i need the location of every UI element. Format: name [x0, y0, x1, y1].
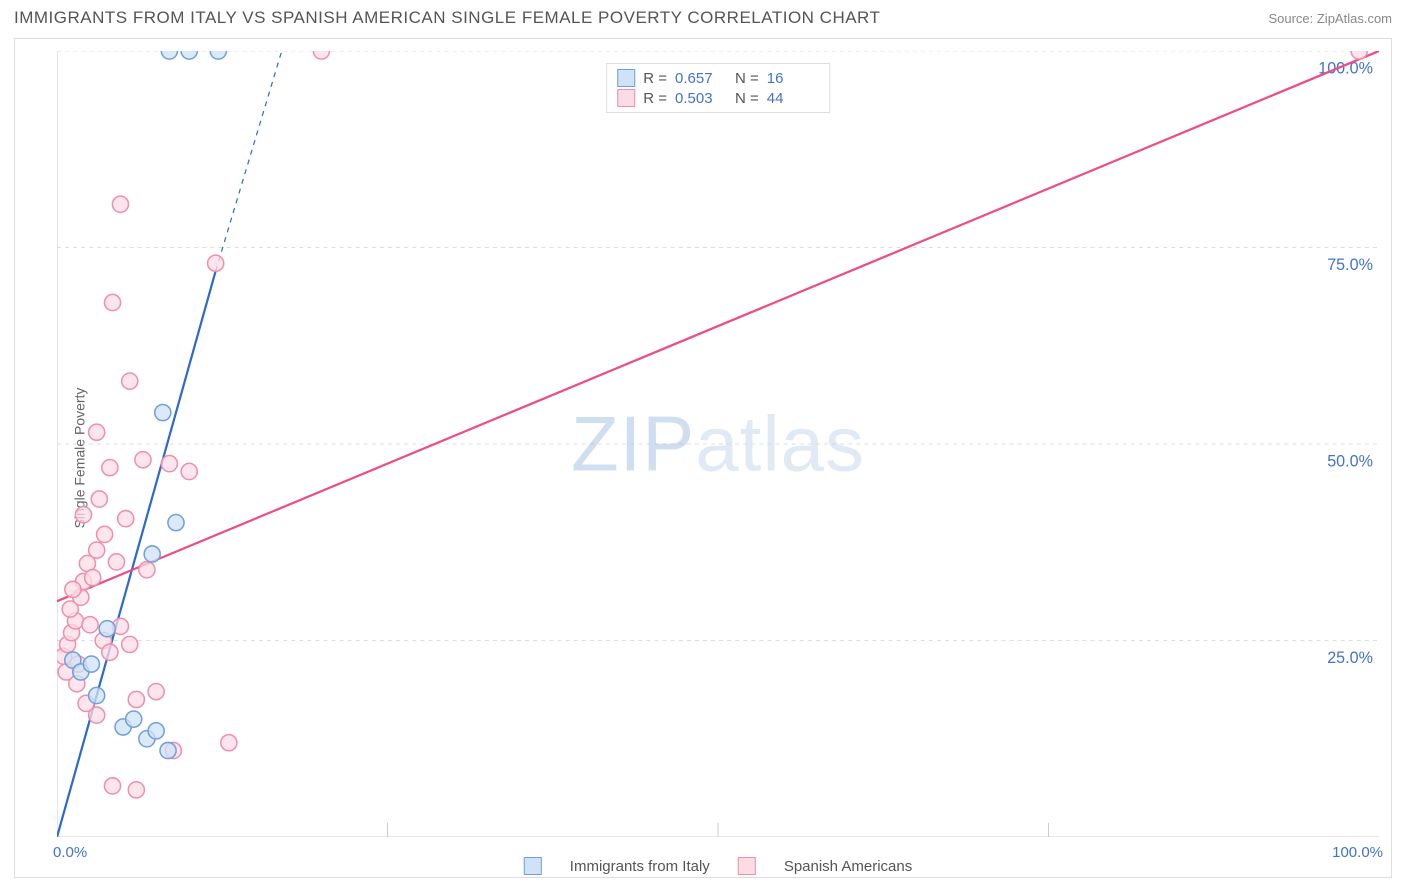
n-value-spanish: 44 — [767, 90, 819, 107]
legend-bottom: Immigrants from Italy Spanish Americans — [524, 857, 912, 875]
n-label: N = — [735, 90, 759, 107]
x-axis-min-label: 0.0% — [53, 844, 87, 861]
swatch-italy — [617, 69, 635, 87]
n-label: N = — [735, 70, 759, 87]
legend-swatch-spanish — [738, 857, 756, 875]
r-label: R = — [643, 90, 667, 107]
stats-legend-box: R = 0.657 N = 16 R = 0.503 N = 44 — [606, 63, 830, 113]
source-label: Source: ZipAtlas.com — [1268, 11, 1392, 26]
swatch-spanish — [617, 89, 635, 107]
chart-svg: 25.0% 50.0% 75.0% 100.0% — [57, 51, 1379, 837]
svg-text:100.0%: 100.0% — [1318, 59, 1373, 77]
legend-swatch-italy — [524, 857, 542, 875]
legend-label-italy: Immigrants from Italy — [570, 858, 710, 875]
svg-text:25.0%: 25.0% — [1327, 649, 1373, 667]
chart-title: IMMIGRANTS FROM ITALY VS SPANISH AMERICA… — [14, 8, 880, 28]
svg-text:50.0%: 50.0% — [1327, 452, 1373, 470]
r-value-italy: 0.657 — [675, 70, 727, 87]
stats-row-italy: R = 0.657 N = 16 — [617, 68, 819, 88]
n-value-italy: 16 — [767, 70, 819, 87]
plot-area: 25.0%50.0%75.0%100.0% ZIPatlas R = 0.657… — [57, 51, 1379, 837]
legend-label-spanish: Spanish Americans — [784, 858, 912, 875]
x-axis-max-label: 100.0% — [1332, 844, 1383, 861]
stats-row-spanish: R = 0.503 N = 44 — [617, 88, 819, 108]
svg-text:75.0%: 75.0% — [1327, 256, 1373, 274]
r-value-spanish: 0.503 — [675, 90, 727, 107]
chart-container: Single Female Poverty 25.0%50.0%75.0%100… — [14, 38, 1392, 878]
header: IMMIGRANTS FROM ITALY VS SPANISH AMERICA… — [0, 0, 1406, 34]
r-label: R = — [643, 70, 667, 87]
